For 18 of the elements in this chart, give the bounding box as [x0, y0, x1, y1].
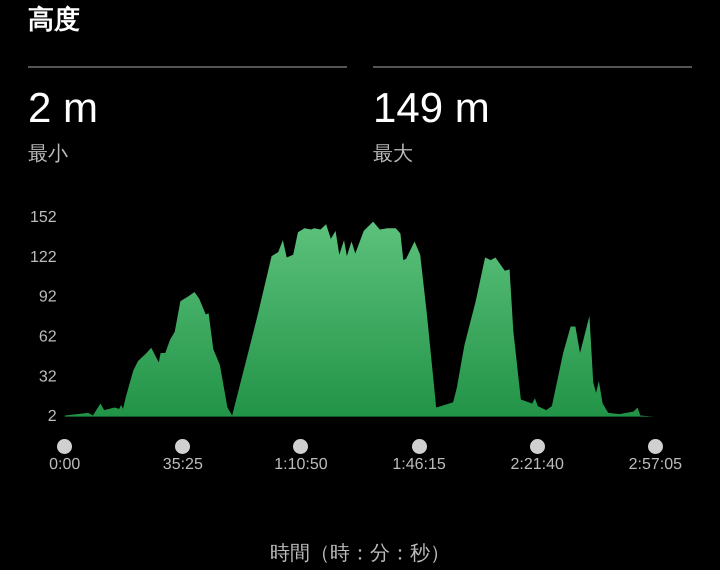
x-tick-label: 35:25	[162, 456, 203, 473]
x-tick-label: 1:46:15	[392, 456, 446, 473]
text: 149 m	[373, 84, 490, 132]
x-tick-label: 2:21:40	[510, 456, 564, 473]
text: 最大	[373, 142, 413, 167]
y-tick-label: 122	[30, 248, 57, 266]
x-tick-label: 2:57:05	[628, 456, 682, 473]
y-tick-label: 92	[38, 288, 57, 306]
y-tick-label: 62	[38, 328, 57, 346]
y-tick-label: 152	[30, 209, 57, 226]
x-tick-label: 1:10:50	[274, 456, 328, 473]
chart-title: 高度	[28, 3, 80, 36]
y-tick-label: 32	[38, 368, 57, 386]
x-axis-title: 時間（時：分：秒）	[270, 542, 450, 565]
text: 2 m	[28, 84, 98, 132]
x-tick-label: 0:00	[49, 456, 80, 473]
y-tick-label: 2	[48, 408, 57, 426]
text: 最小	[28, 142, 68, 167]
